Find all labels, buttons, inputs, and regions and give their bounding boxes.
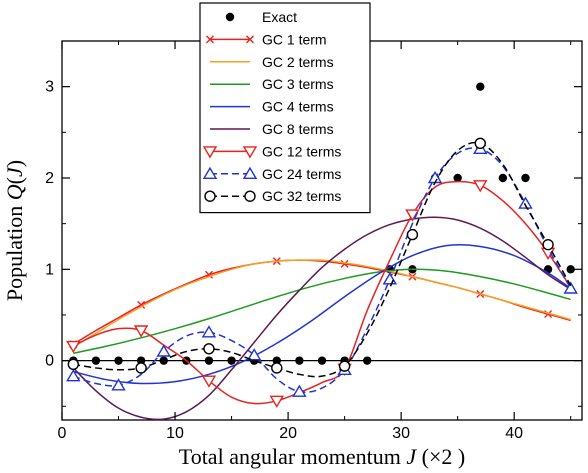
gc-8-terms-line <box>72 216 572 420</box>
legend-marker-gc-1-term <box>246 35 254 44</box>
x-tick-label: 0 <box>58 425 67 442</box>
legend-label-gc-32-terms: GC 32 terms <box>262 188 341 204</box>
gc-32-terms-point <box>135 362 147 374</box>
legend-marker-gc-24-terms <box>202 166 218 180</box>
legend-entry-exact: Exact <box>225 9 297 25</box>
gc-32-terms-point <box>271 362 283 374</box>
y-tick-label: 3 <box>45 79 54 96</box>
gc-32-terms-point <box>67 358 80 370</box>
legend-marker-gc-24-terms <box>242 166 258 180</box>
legend-entry-gc-2-terms: GC 2 terms <box>210 54 334 70</box>
x-tick-label: 30 <box>392 425 410 442</box>
legend-entry-gc-12-terms: GC 12 terms <box>202 143 341 159</box>
gc-3-terms-line <box>73 268 571 355</box>
gc-12-terms-point <box>473 180 488 193</box>
series-gc-4-terms <box>73 243 572 385</box>
exact-point <box>453 173 462 183</box>
x-tick-label: 40 <box>505 425 523 442</box>
legend-label-gc-3-terms: GC 3 terms <box>262 76 334 92</box>
legend-label-gc-12-terms: GC 12 terms <box>262 143 341 159</box>
gc-24-terms-line <box>73 147 572 394</box>
gc-32-terms-point <box>474 137 486 149</box>
gc-24-terms-point <box>111 378 126 391</box>
gc-1-term-line <box>72 259 571 345</box>
gc-24-terms-point <box>292 384 307 397</box>
gc-12-terms-line <box>72 180 572 405</box>
gc-24-terms-point <box>518 196 533 209</box>
legend-label-gc-4-terms: GC 4 terms <box>262 99 334 115</box>
x-axis-title: Total angular momentum J (×2 ) <box>179 444 465 469</box>
gc-32-terms-point <box>338 360 351 372</box>
exact-point <box>114 356 123 365</box>
series-gc-32-terms <box>67 137 572 378</box>
legend-marker-gc-32-terms <box>244 190 256 202</box>
x-tick-label: 10 <box>166 425 184 442</box>
exact-point <box>521 173 530 183</box>
y-tick-label: 2 <box>45 170 54 187</box>
gc-24-terms-point <box>382 272 398 285</box>
gc-4-terms-line <box>73 243 572 385</box>
exact-point <box>476 82 485 91</box>
legend-marker-gc-12-terms <box>242 146 258 159</box>
legend-label-gc-8-terms: GC 8 terms <box>262 121 334 137</box>
legend-entry-gc-1-term: GC 1 term <box>206 31 327 47</box>
y-axis-title: Population Q(J) <box>2 160 27 301</box>
exact-point <box>227 356 236 365</box>
legend-entry-gc-32-terms: GC 32 terms <box>204 188 341 204</box>
legend-entry-gc-24-terms: GC 24 terms <box>202 166 341 182</box>
gc-24-terms-point <box>66 369 81 382</box>
gc-12-terms-point <box>66 340 81 354</box>
series-gc-1-term <box>69 257 571 349</box>
series-gc-2-terms <box>72 259 571 348</box>
gc-12-terms-point <box>269 395 285 408</box>
gc-24-terms-point <box>246 348 262 361</box>
gc-12-terms-point <box>133 325 149 338</box>
legend-label-gc-2-terms: GC 2 terms <box>262 54 334 70</box>
gc-32-terms-point <box>203 343 215 355</box>
legend-entry-gc-4-terms: GC 4 terms <box>210 99 334 115</box>
gc-2-terms-line <box>72 259 571 348</box>
legend-label-exact: Exact <box>262 9 297 25</box>
legend-marker-gc-32-terms <box>204 190 216 202</box>
legend-label-gc-1-term: GC 1 term <box>262 31 327 47</box>
legend-box <box>199 2 371 214</box>
exact-point <box>91 356 101 365</box>
legend-entry-gc-8-terms: GC 8 terms <box>210 121 334 137</box>
exact-point <box>295 356 304 365</box>
series-gc-8-terms <box>72 216 572 420</box>
legend-marker-exact <box>225 12 235 22</box>
legend-entry-gc-3-terms: GC 3 terms <box>210 76 334 92</box>
gc-32-terms-line <box>73 141 572 378</box>
legend-marker-gc-12-terms <box>202 146 218 159</box>
legend-label-gc-24-terms: GC 24 terms <box>262 166 341 182</box>
gc-24-terms-point <box>156 344 171 357</box>
gc-24-terms-point <box>563 281 578 294</box>
gc-12-terms-point <box>201 375 217 388</box>
gc-32-terms-point <box>406 228 419 241</box>
series-gc-3-terms <box>73 268 571 355</box>
legend-marker-gc-1-term <box>206 35 214 44</box>
gc-1-term-point <box>340 259 349 268</box>
exact-point <box>363 356 372 365</box>
exact-point <box>498 173 508 183</box>
exact-point <box>204 356 214 365</box>
y-tick-label: 1 <box>45 261 54 278</box>
exact-point <box>566 265 575 274</box>
y-tick-label: 0 <box>45 353 54 370</box>
gc-24-terms-point <box>201 325 217 338</box>
gc-32-terms-point <box>542 238 554 251</box>
x-tick-label: 20 <box>279 425 297 442</box>
exact-point <box>317 356 327 365</box>
